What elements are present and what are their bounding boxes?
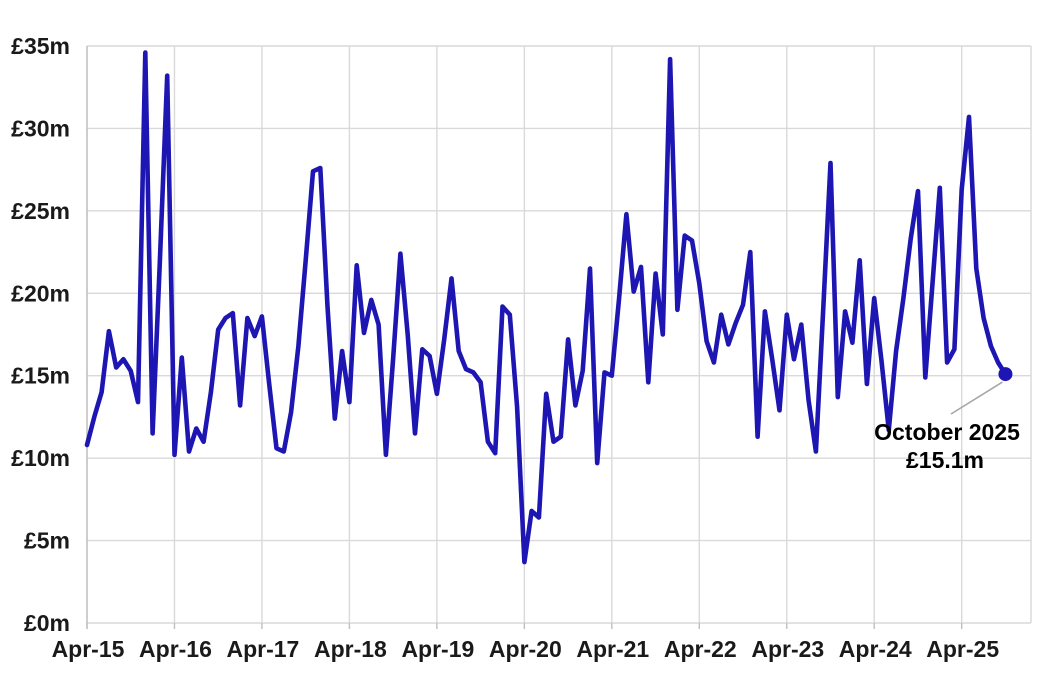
y-axis-tick-label: £20m — [11, 280, 70, 306]
annotation-value-label: £15.1m — [906, 447, 984, 473]
x-axis-tick-label: Apr-23 — [751, 636, 824, 662]
x-axis-tick-label: Apr-19 — [401, 636, 474, 662]
data-line — [84, 50, 1008, 565]
x-axis-tick-label: Apr-22 — [664, 636, 737, 662]
y-axis-tick-label: £0m — [24, 610, 70, 636]
x-axis-tick-label: Apr-18 — [314, 636, 387, 662]
x-axis-tick-label: Apr-25 — [926, 636, 999, 662]
y-axis-tick-label: £25m — [11, 198, 70, 224]
y-axis-tick-label: £10m — [11, 445, 70, 471]
x-axis-tick-label: Apr-15 — [52, 636, 125, 662]
annotation-date-label: October 2025 — [874, 419, 1020, 445]
y-axis-tick-label: £35m — [11, 33, 70, 59]
x-axis-tick-label: Apr-20 — [489, 636, 562, 662]
x-axis-tick-label: Apr-24 — [839, 636, 912, 662]
annotation-leader-line — [950, 381, 1003, 415]
y-axis-tick-label: £30m — [11, 115, 70, 141]
y-axis-tick-label: £5m — [24, 528, 70, 554]
endpoint-marker — [998, 367, 1013, 382]
x-axis-tick-label: Apr-16 — [139, 636, 212, 662]
x-axis-tick-label: Apr-21 — [576, 636, 649, 662]
y-axis-tick-label: £15m — [11, 363, 70, 389]
x-axis-tick-label: Apr-17 — [227, 636, 300, 662]
